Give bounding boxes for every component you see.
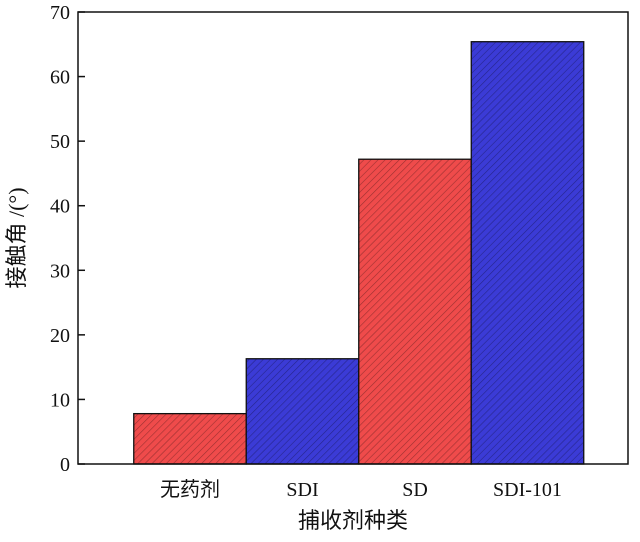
bar-hatch — [470, 41, 585, 465]
y-tick-label: 60 — [50, 67, 70, 89]
x-ticks: 无药剂 SDI SD SDI-101 — [160, 478, 562, 501]
bar-1 — [133, 412, 247, 465]
plot-frame — [77, 11, 629, 465]
x-tick-label: SD — [402, 479, 428, 501]
bar-hatch — [133, 412, 247, 465]
y-tick-label: 50 — [50, 131, 70, 153]
x-tick-label: 无药剂 — [160, 478, 220, 501]
x-tick-label: SDI — [286, 479, 318, 501]
y-tick-label: 20 — [50, 325, 70, 347]
y-tick-label: 10 — [50, 389, 70, 411]
bar-4 — [470, 41, 585, 465]
bars-layer — [133, 41, 585, 465]
axes-layer — [77, 11, 629, 465]
bar-hatch — [358, 158, 472, 465]
y-tick-label: 70 — [50, 2, 70, 24]
y-tick-label: 30 — [50, 260, 70, 282]
y-ticks: 0 10 20 30 40 50 60 70 — [50, 2, 85, 476]
y-tick-label: 40 — [50, 196, 70, 218]
x-axis-title: 捕收剂种类 — [298, 508, 408, 533]
y-tick-label: 0 — [60, 454, 70, 476]
bar-2 — [245, 358, 360, 465]
bar-hatch — [245, 358, 360, 465]
bar-3 — [358, 158, 472, 465]
x-tick-label: SDI-101 — [493, 479, 562, 501]
y-axis-title: 接触角 /(°) — [4, 187, 29, 288]
